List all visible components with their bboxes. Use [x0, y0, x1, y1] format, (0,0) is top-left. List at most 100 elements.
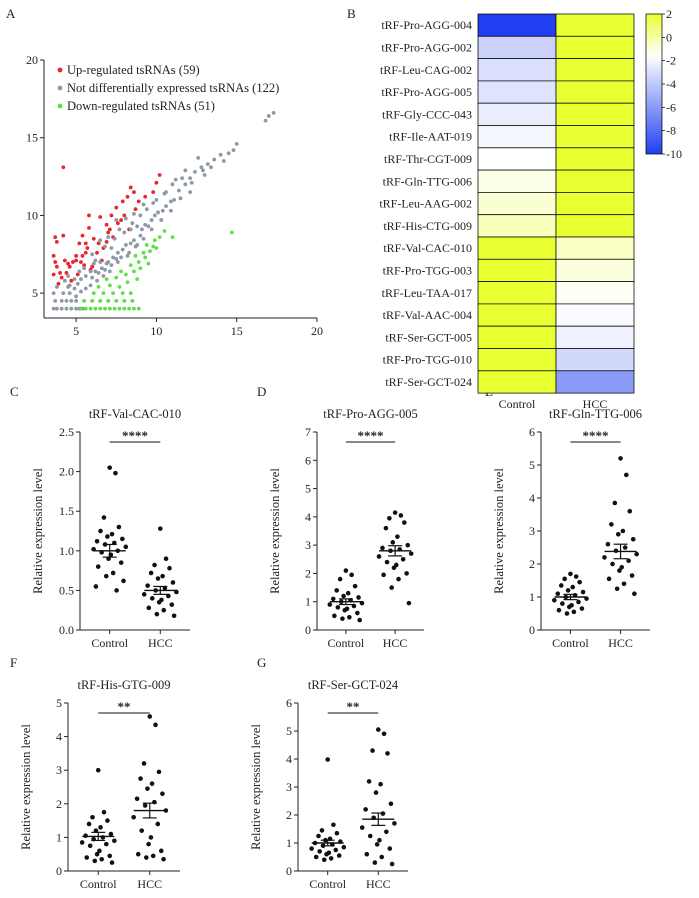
- data-point: [378, 781, 383, 787]
- data-point: [99, 856, 104, 862]
- row-label: tRF-Ser-GCT-005: [385, 330, 472, 344]
- y-tick-label: 2.0: [59, 465, 74, 479]
- data-point: [154, 611, 160, 617]
- data-point: [149, 596, 155, 601]
- scatter-point: [170, 235, 175, 240]
- scatter-point: [80, 253, 85, 258]
- data-point: [87, 843, 93, 849]
- scatter-point: [170, 182, 175, 187]
- heatmap-cell: [555, 214, 635, 238]
- data-point: [105, 818, 110, 823]
- data-point: [556, 607, 562, 613]
- legend: Up-regulated tsRNAs (59) Not differential…: [57, 63, 279, 113]
- data-point: [374, 842, 380, 847]
- data-point: [379, 854, 385, 860]
- scatter-point: [130, 299, 135, 303]
- colorbar-tick-label: -2: [666, 54, 676, 68]
- data-point: [324, 851, 329, 857]
- y-tick-label: 2: [305, 566, 311, 580]
- y-tick-label: 1: [56, 830, 62, 844]
- data-point: [97, 848, 102, 854]
- data-point: [108, 831, 114, 837]
- colorbar-tick-label: -10: [666, 147, 682, 161]
- scatter-point: [209, 165, 213, 170]
- data-point: [370, 748, 375, 753]
- data-point: [389, 861, 395, 867]
- scatter-point: [88, 283, 93, 288]
- scatter-point: [93, 258, 98, 263]
- scatter-point: [98, 306, 103, 311]
- dotplot-axes: [313, 431, 424, 634]
- colorbar-tick-label: 2: [666, 7, 672, 21]
- data-point: [602, 555, 607, 560]
- y-tick-label: 20: [26, 53, 38, 67]
- scatter-point: [136, 199, 141, 204]
- scatter-point: [143, 222, 148, 227]
- data-point: [160, 573, 165, 579]
- data-point: [391, 565, 397, 571]
- scatter-point: [151, 190, 156, 195]
- data-point: [376, 554, 382, 559]
- y-tick-label: 2: [286, 808, 292, 822]
- scatter-point: [106, 230, 111, 235]
- scatter-point: [98, 215, 103, 219]
- series-not-diff: [51, 110, 276, 311]
- scatter-point: [130, 221, 135, 226]
- scatter-point: [132, 211, 136, 216]
- scatter-point: [141, 236, 146, 241]
- scatter-point: [80, 233, 85, 238]
- scatter-point: [122, 299, 127, 303]
- scatter-point: [112, 236, 117, 241]
- scatter-point: [271, 110, 276, 115]
- data-point: [138, 776, 143, 781]
- scatter-point: [114, 299, 119, 303]
- group-hcc: [359, 727, 397, 867]
- data-point: [141, 761, 147, 766]
- data-point: [316, 833, 321, 839]
- data-point: [615, 532, 621, 537]
- scatter-point: [136, 260, 141, 264]
- y-tick-label: 10: [26, 208, 38, 222]
- scatter-point: [189, 180, 194, 185]
- scatter-point: [149, 227, 154, 232]
- data-point: [630, 536, 636, 542]
- data-point: [627, 508, 633, 514]
- scatter-point: [111, 255, 115, 260]
- data-point: [110, 570, 116, 576]
- data-point: [167, 565, 172, 571]
- data-point: [555, 591, 561, 596]
- scatter-point: [266, 114, 271, 118]
- scatter-point: [88, 269, 93, 274]
- data-point: [156, 769, 162, 775]
- scatter-point: [122, 213, 127, 218]
- data-point: [161, 856, 166, 862]
- scatter-point: [90, 252, 95, 257]
- data-point: [408, 551, 414, 556]
- data-point: [380, 545, 385, 551]
- group-control: [91, 465, 129, 593]
- scatter-point: [53, 299, 58, 303]
- data-point: [381, 731, 387, 737]
- scatter-point: [95, 278, 99, 283]
- data-point: [614, 586, 620, 592]
- data-point: [376, 727, 381, 732]
- y-tick-label: 6: [286, 696, 292, 710]
- data-point: [398, 513, 404, 518]
- chart-title: tRF-Ser-GCT-024: [308, 678, 399, 692]
- data-point: [612, 500, 618, 506]
- scatter-point: [115, 221, 120, 226]
- scatter-point: [124, 216, 128, 221]
- row-label: tRF-Pro-AGG-002: [381, 40, 472, 54]
- data-point: [145, 583, 150, 588]
- scatter-point: [168, 208, 173, 213]
- data-point: [390, 540, 396, 545]
- scatter-point: [107, 283, 112, 288]
- y-tick-label: 0: [286, 864, 292, 878]
- data-point: [383, 525, 389, 531]
- data-point: [622, 545, 628, 550]
- data-point: [621, 581, 627, 587]
- data-point: [163, 808, 169, 813]
- row-label: tRF-Gly-CCC-043: [382, 107, 472, 121]
- scatter-point: [83, 250, 88, 255]
- x-tick-label: HCC: [366, 877, 391, 891]
